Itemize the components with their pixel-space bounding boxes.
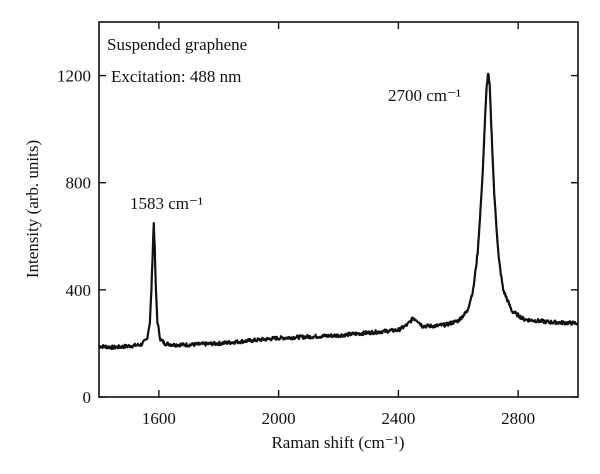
- y-tick-label: 0: [83, 388, 92, 407]
- x-axis-ticks: 1600 2000 2400 2800: [142, 22, 535, 428]
- plot-frame: [98, 21, 579, 398]
- y-tick-label: 400: [66, 281, 92, 300]
- y-axis-ticks: 0 400 800 1200: [57, 67, 578, 407]
- x-axis-label: Raman shift (cm⁻¹): [271, 433, 404, 452]
- spectrum-line: [98, 72, 579, 350]
- annotation-sample: Suspended graphene: [107, 35, 247, 54]
- y-axis-label: Intensity (arb. units): [23, 140, 42, 278]
- x-tick-label: 2800: [501, 409, 535, 428]
- x-tick-label: 2400: [381, 409, 415, 428]
- y-tick-label: 800: [66, 174, 92, 193]
- annotation-2d-peak: 2700 cm⁻¹: [388, 86, 461, 105]
- annotation-g-peak: 1583 cm⁻¹: [130, 194, 203, 213]
- x-tick-label: 2000: [262, 409, 296, 428]
- y-tick-label: 1200: [57, 67, 91, 86]
- x-tick-label: 1600: [142, 409, 176, 428]
- annotation-excitation: Excitation: 488 nm: [111, 67, 241, 86]
